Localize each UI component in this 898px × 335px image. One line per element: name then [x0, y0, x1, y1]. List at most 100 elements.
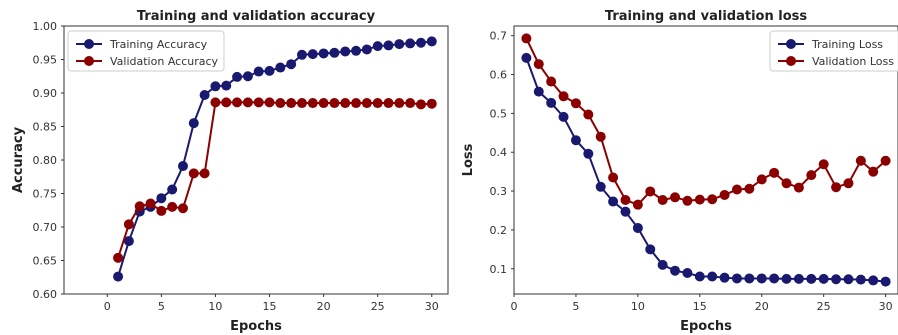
data-point [880, 276, 891, 287]
data-point [329, 98, 340, 109]
data-point [868, 275, 879, 286]
data-point [286, 59, 297, 70]
data-point [645, 186, 656, 197]
y-tick-label: 0.2 [490, 224, 508, 237]
data-point [793, 182, 804, 193]
data-point [806, 273, 817, 284]
data-point [831, 182, 842, 193]
data-point [707, 194, 718, 205]
y-axis-label: Loss [461, 143, 476, 176]
data-point [351, 45, 362, 56]
data-point [232, 97, 243, 108]
data-point [521, 52, 532, 63]
data-point [694, 271, 705, 282]
data-point [880, 155, 891, 166]
data-point [340, 46, 351, 57]
data-point [307, 49, 318, 60]
data-point [232, 71, 243, 82]
data-point [731, 184, 742, 195]
data-point [645, 244, 656, 255]
data-point [296, 49, 307, 60]
data-point [657, 195, 668, 206]
y-tick-label: 1.00 [33, 20, 58, 33]
x-tick-label: 30 [425, 300, 439, 313]
x-tick-label: 10 [208, 300, 222, 313]
data-point [657, 259, 668, 270]
data-point [123, 219, 134, 230]
series-line-training-accuracy [117, 40, 432, 277]
data-point [253, 66, 264, 77]
data-point [394, 39, 405, 50]
y-tick-label: 0.7 [490, 30, 508, 43]
y-tick-label: 0.6 [490, 69, 508, 82]
legend: Training Loss Validation Loss [769, 30, 898, 72]
y-tick-label: 0.95 [33, 54, 58, 67]
data-point [318, 98, 329, 109]
data-point [199, 90, 210, 101]
legend-swatch-marker [84, 39, 94, 49]
data-point [242, 97, 253, 108]
chart-panel-1: Training and validation accuracy 0 5 10 15 20… [11, 9, 449, 334]
data-point [719, 189, 730, 200]
data-point [221, 97, 232, 108]
data-point [756, 273, 767, 284]
data-point [113, 252, 124, 263]
legend-label: Validation Accuracy [110, 55, 219, 68]
data-point [620, 206, 631, 217]
data-point [670, 192, 681, 203]
data-point [405, 38, 416, 49]
y-tick-label: 0.75 [33, 188, 58, 201]
y-tick-label: 0.90 [33, 87, 58, 100]
data-point [340, 98, 351, 109]
x-tick-label: 20 [755, 300, 769, 313]
data-point [361, 98, 372, 109]
series-line-validation-accuracy [117, 101, 432, 259]
data-point [570, 135, 581, 146]
data-point [868, 166, 879, 177]
data-point [855, 155, 866, 166]
data-point [275, 98, 286, 109]
data-point [682, 195, 693, 206]
data-point [113, 271, 124, 282]
y-tick-label: 0.85 [33, 121, 58, 134]
data-point [264, 97, 275, 108]
data-point [608, 172, 619, 183]
data-point [756, 174, 767, 185]
data-point [843, 274, 854, 285]
data-point [177, 161, 188, 172]
y-tick-label: 0.1 [490, 263, 508, 276]
data-point [123, 236, 134, 247]
data-point [242, 71, 253, 82]
data-point [558, 91, 569, 102]
x-tick-label: 15 [693, 300, 707, 313]
data-point [682, 268, 693, 279]
data-point [533, 59, 544, 70]
data-point [426, 98, 437, 109]
data-point [286, 98, 297, 109]
y-tick-label: 0.70 [33, 221, 58, 234]
data-point [167, 184, 178, 195]
data-point [426, 36, 437, 47]
x-tick-label: 0 [104, 300, 111, 313]
data-point [620, 195, 631, 206]
data-point [521, 33, 532, 44]
x-tick-label: 5 [158, 300, 165, 313]
data-point [415, 37, 426, 48]
data-point [595, 181, 606, 192]
data-point [210, 81, 221, 92]
plot-frame [513, 25, 898, 295]
data-point [546, 97, 557, 108]
data-point [221, 80, 232, 91]
data-point [415, 99, 426, 110]
data-point [351, 98, 362, 109]
data-point [329, 47, 340, 58]
series-line-training-loss [525, 57, 886, 283]
data-point [855, 274, 866, 285]
data-point [831, 274, 842, 285]
data-point [167, 201, 178, 212]
x-tick-label: 30 [879, 300, 893, 313]
series-group [521, 33, 891, 287]
data-point [608, 196, 619, 207]
x-tick-label: 0 [511, 300, 518, 313]
data-point [806, 170, 817, 181]
